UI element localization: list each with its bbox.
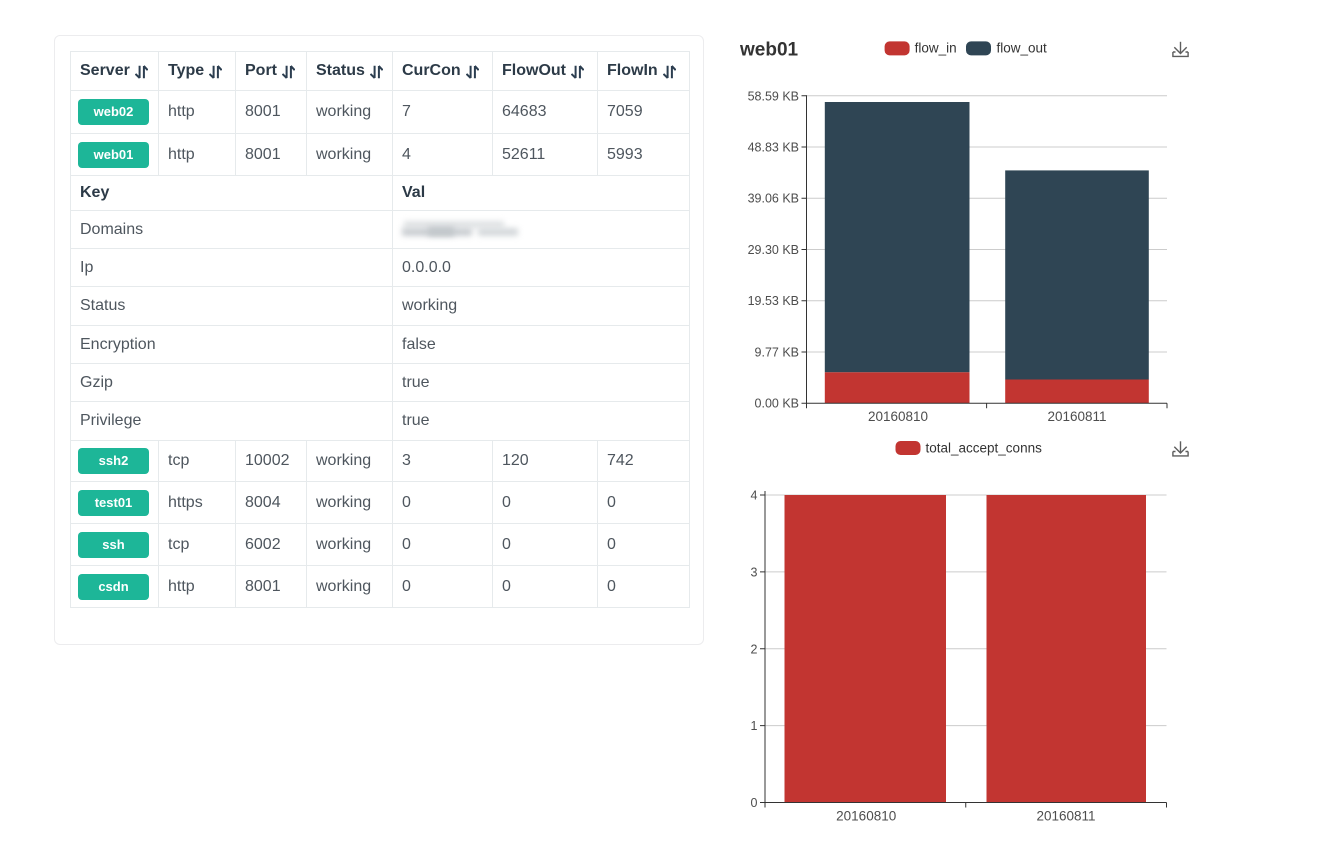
svg-text:web01: web01 <box>739 39 799 60</box>
svg-text:39.06 KB: 39.06 KB <box>748 192 799 206</box>
svg-text:1: 1 <box>751 719 758 733</box>
svg-text:9.77 KB: 9.77 KB <box>755 346 799 360</box>
svg-text:4: 4 <box>751 489 758 503</box>
svg-text:flow_out: flow_out <box>997 41 1048 56</box>
svg-text:0.00 KB: 0.00 KB <box>755 397 799 411</box>
svg-text:29.30 KB: 29.30 KB <box>748 243 799 257</box>
svg-text:0: 0 <box>751 796 758 810</box>
svg-text:58.59 KB: 58.59 KB <box>748 89 799 103</box>
svg-text:total_accept_conns: total_accept_conns <box>926 440 1043 455</box>
svg-text:48.83 KB: 48.83 KB <box>748 141 799 155</box>
svg-text:20160811: 20160811 <box>1036 808 1095 823</box>
svg-text:20160810: 20160810 <box>836 808 896 823</box>
svg-text:19.53 KB: 19.53 KB <box>748 294 799 308</box>
svg-text:3: 3 <box>751 565 758 579</box>
svg-text:20160811: 20160811 <box>1047 409 1106 424</box>
svg-text:20160810: 20160810 <box>868 409 928 424</box>
svg-text:2: 2 <box>751 642 758 656</box>
svg-text:flow_in: flow_in <box>915 41 957 56</box>
